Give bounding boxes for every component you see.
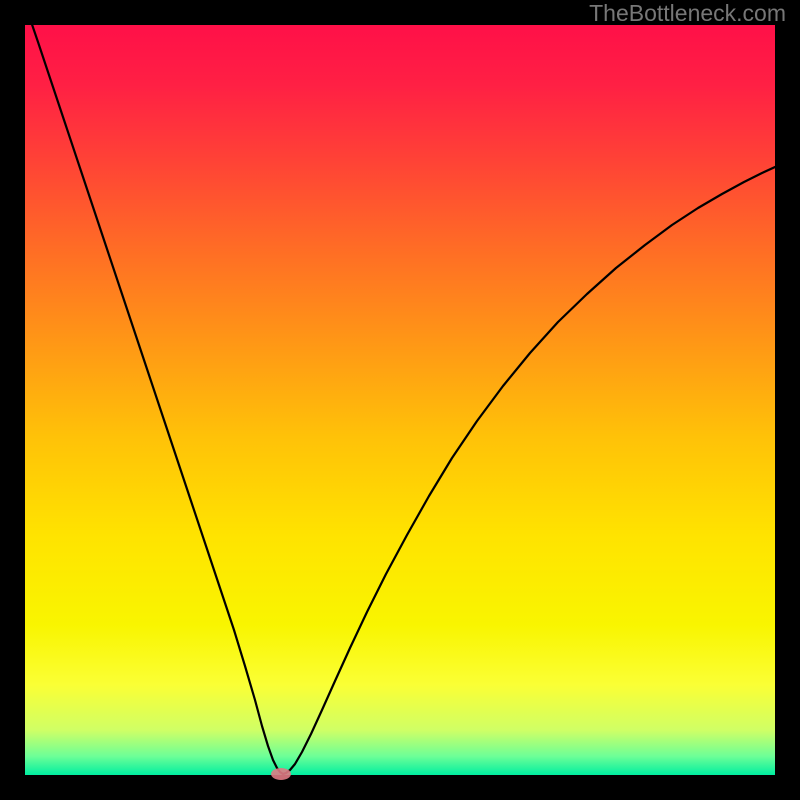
plot-area [25, 25, 775, 775]
watermark-text: TheBottleneck.com [589, 0, 786, 27]
bottleneck-curve [25, 25, 775, 774]
curve-layer [25, 25, 775, 775]
chart-stage: TheBottleneck.com [0, 0, 800, 800]
minimum-marker [271, 768, 291, 780]
